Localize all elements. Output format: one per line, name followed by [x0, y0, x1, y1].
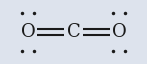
- Text: O: O: [21, 23, 35, 41]
- Text: C: C: [67, 23, 80, 41]
- Text: O: O: [112, 23, 126, 41]
